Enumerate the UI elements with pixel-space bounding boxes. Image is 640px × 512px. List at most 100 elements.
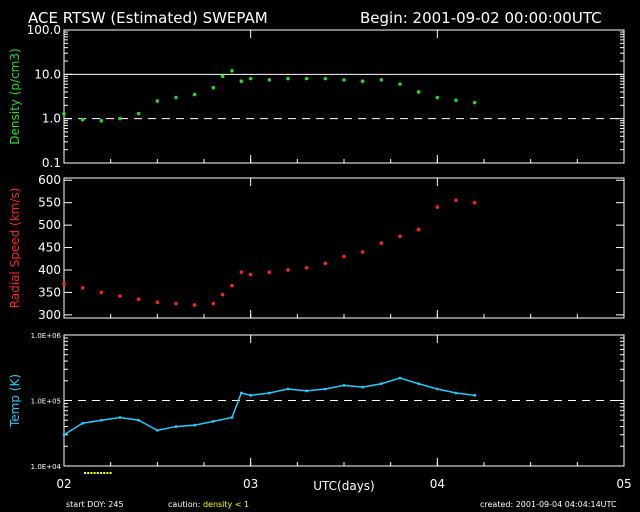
density-data-point xyxy=(379,78,384,82)
density-data-point xyxy=(360,79,365,84)
density-y-tick-label-1: 10.0 xyxy=(34,67,61,81)
temp-data-point xyxy=(473,393,477,397)
temp-data-point xyxy=(454,391,458,395)
speed-data-point xyxy=(80,286,85,290)
speed-data-point xyxy=(239,270,244,275)
density-data-point xyxy=(136,111,141,116)
speed-data-point xyxy=(435,205,440,209)
temp-y-tick-label-1: 1.0E+05 xyxy=(31,398,61,406)
temp-data-point xyxy=(99,418,103,422)
speed-y-tick-label-6: 600 xyxy=(38,173,61,187)
density-data-point xyxy=(192,92,197,97)
x-axis-label: UTC(days) xyxy=(313,479,374,493)
density-data-point xyxy=(220,74,225,79)
caution-marker xyxy=(84,472,86,474)
density-y-axis-label: Density (p/cm3) xyxy=(8,48,22,144)
speed-data-point xyxy=(136,297,141,301)
density-data-point xyxy=(80,117,85,122)
speed-data-point xyxy=(248,272,253,277)
density-data-point xyxy=(416,90,421,94)
speed-data-point xyxy=(398,234,402,239)
density-data-point xyxy=(435,95,440,100)
temp-data-point xyxy=(379,382,383,386)
speed-data-point xyxy=(155,300,160,305)
caution-marker xyxy=(96,472,99,474)
temp-data-point xyxy=(155,428,159,432)
density-data-point xyxy=(304,76,309,81)
x-tick-label-0: 02 xyxy=(56,477,71,491)
temp-data-point xyxy=(286,387,290,391)
speed-data-point xyxy=(416,227,421,232)
speed-data-point xyxy=(230,283,234,288)
temp-data-point xyxy=(239,391,243,395)
caution-note: caution: density < 1 xyxy=(168,500,249,509)
speed-data-point xyxy=(454,198,458,203)
speed-y-axis-label: Radial Speed (km/s) xyxy=(8,188,22,309)
speed-data-point xyxy=(211,301,216,306)
density-y-tick-label-0: 100.0 xyxy=(27,23,61,37)
density-data-point xyxy=(62,111,66,116)
start-doy: start DOY: 245 xyxy=(66,500,124,509)
caution-marker xyxy=(90,472,93,474)
speed-data-point xyxy=(304,265,309,270)
caution-marker xyxy=(106,472,109,474)
temp-data-point xyxy=(137,418,141,422)
temp-data-point xyxy=(62,433,66,437)
density-data-point xyxy=(118,116,122,121)
temp-data-point xyxy=(398,376,402,380)
speed-y-tick-label-1: 350 xyxy=(38,285,61,299)
temp-data-point xyxy=(193,423,197,427)
density-data-point xyxy=(155,99,160,103)
caution-marker xyxy=(109,472,112,474)
temp-data-point xyxy=(211,419,215,423)
begin-time: Begin: 2001-09-02 00:00:00UTC xyxy=(360,9,602,27)
density-data-point xyxy=(230,69,234,73)
temp-y-tick-label-2: 1.0E+04 xyxy=(31,463,62,471)
density-data-point xyxy=(342,78,346,82)
density-data-point xyxy=(267,78,272,82)
caution-marker xyxy=(103,472,106,474)
density-data-point xyxy=(211,85,216,90)
temp-data-point xyxy=(305,389,309,393)
density-data-point xyxy=(248,76,253,81)
speed-data-point xyxy=(118,294,122,298)
temp-data-point xyxy=(174,425,178,428)
speed-y-tick-label-3: 450 xyxy=(38,241,61,255)
x-tick-label-3: 05 xyxy=(616,477,631,491)
speed-data-point xyxy=(360,250,365,254)
caution-value: density < 1 xyxy=(202,500,250,509)
speed-y-tick-label-5: 550 xyxy=(38,196,61,210)
temp-data-point xyxy=(361,385,365,389)
temp-series-line xyxy=(63,377,475,436)
density-panel-frame xyxy=(63,29,625,164)
temp-data-point xyxy=(81,421,85,425)
temp-data-point xyxy=(230,416,234,419)
speed-data-point xyxy=(62,281,66,286)
density-data-point xyxy=(286,76,290,81)
speed-data-point xyxy=(342,254,346,259)
speed-data-point xyxy=(286,268,290,272)
caution-marker xyxy=(87,472,90,474)
speed-data-point xyxy=(220,292,225,297)
temp-data-point xyxy=(267,391,271,395)
x-tick-label-1: 03 xyxy=(243,477,258,491)
speed-data-point xyxy=(174,301,178,306)
speed-y-tick-label-0: 300 xyxy=(38,308,61,322)
temp-data-point xyxy=(435,387,439,391)
speed-data-point xyxy=(99,290,104,295)
temp-y-axis-label: Temp (K) xyxy=(8,374,22,428)
density-data-point xyxy=(398,82,402,86)
temp-data-point xyxy=(118,416,122,419)
caution-prefix: caution: xyxy=(168,500,201,509)
temp-y-tick-label-0: 1.0E+06 xyxy=(31,332,62,340)
temp-data-point xyxy=(323,387,327,391)
created-time: created: 2001-09-04 04:04:14UTC xyxy=(480,500,617,509)
speed-data-point xyxy=(472,200,477,205)
speed-y-tick-label-4: 500 xyxy=(38,218,61,232)
caution-marker xyxy=(100,472,102,474)
density-data-point xyxy=(99,118,104,123)
caution-marker xyxy=(93,472,96,474)
density-data-point xyxy=(454,98,458,103)
speed-data-point xyxy=(267,270,272,275)
speed-data-point xyxy=(192,303,197,307)
